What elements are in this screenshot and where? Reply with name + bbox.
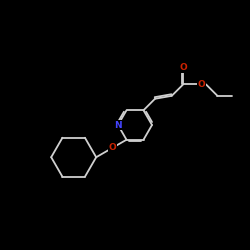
Text: O: O [198,80,205,89]
Text: N: N [114,120,122,130]
Text: O: O [108,143,116,152]
Text: O: O [179,63,187,72]
